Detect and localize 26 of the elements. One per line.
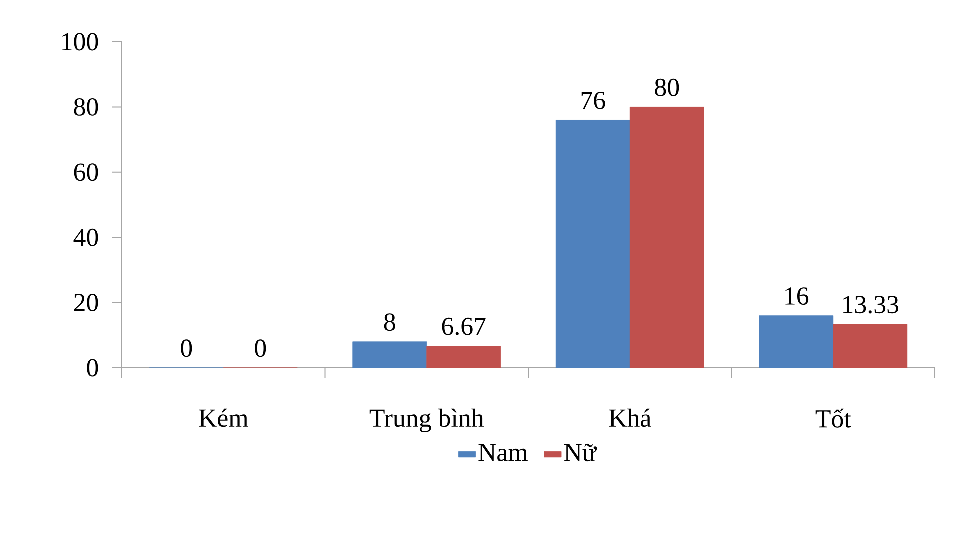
legend-label: Nam bbox=[478, 444, 528, 462]
y-tick-label: 40 bbox=[74, 228, 98, 246]
data-label: 0 bbox=[181, 340, 192, 358]
data-label: 76 bbox=[582, 92, 606, 110]
bar bbox=[630, 106, 704, 368]
data-label: 0 bbox=[255, 340, 266, 358]
x-tick-label: Kém bbox=[199, 408, 248, 428]
y-tick-label: 20 bbox=[74, 294, 98, 312]
data-label: 80 bbox=[655, 78, 680, 96]
data-label: 13.33 bbox=[844, 296, 899, 314]
data-label: 6.67 bbox=[442, 318, 486, 336]
x-tick-label: Tốt bbox=[816, 408, 852, 428]
bar bbox=[833, 324, 908, 368]
bar bbox=[352, 342, 428, 368]
y-tick-label: 0 bbox=[87, 359, 98, 377]
bar bbox=[426, 346, 502, 368]
legend-label: Nữ bbox=[564, 444, 598, 462]
y-tick-label: 100 bbox=[62, 33, 98, 51]
data-label: 8 bbox=[384, 314, 396, 332]
bar bbox=[556, 120, 630, 368]
data-label: 16 bbox=[786, 288, 809, 306]
y-tick-label: 80 bbox=[74, 98, 98, 116]
x-tick-label: Khá bbox=[609, 408, 652, 428]
bar bbox=[759, 316, 834, 368]
x-tick-label: Trung bình bbox=[370, 408, 484, 432]
y-tick-label: 60 bbox=[74, 164, 98, 182]
